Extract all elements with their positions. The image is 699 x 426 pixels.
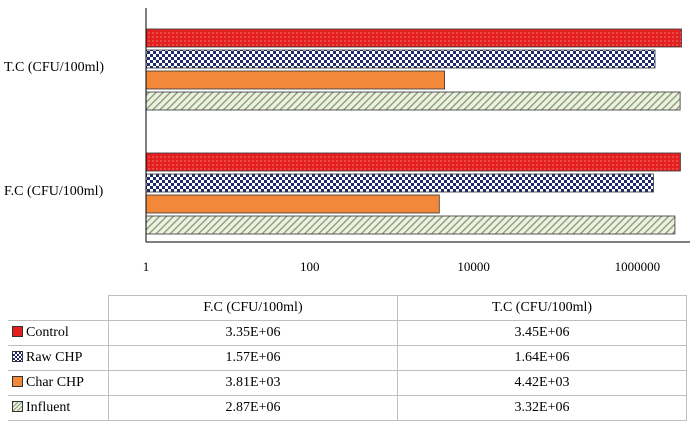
- legend-key-icon: [12, 401, 23, 412]
- legend-entry: Influent: [8, 395, 109, 421]
- data-table: F.C (CFU/100ml) T.C (CFU/100ml) Control 3…: [8, 295, 687, 421]
- legend-entry: Raw CHP: [8, 345, 109, 371]
- category-label-fc: F.C (CFU/100ml): [4, 183, 104, 199]
- category-label-tc: T.C (CFU/100ml): [4, 59, 105, 75]
- x-tick-label: 1000000: [614, 259, 661, 274]
- legend-label: Raw CHP: [26, 350, 83, 365]
- legend-key-icon: [12, 351, 23, 362]
- bar-chart: [145, 8, 690, 243]
- bar-influent-tc: [145, 91, 681, 111]
- legend-label: Control: [26, 325, 69, 340]
- data-table-row: Char CHP 3.81E+03 4.42E+03: [8, 370, 687, 396]
- legend-label: Char CHP: [26, 375, 84, 390]
- data-table-cell: 3.35E+06: [108, 320, 398, 346]
- data-table-cell: 3.81E+03: [108, 370, 398, 396]
- data-table-header-tc: T.C (CFU/100ml): [397, 295, 687, 321]
- data-table-corner: [8, 295, 109, 321]
- bar-char-chp-tc: [145, 70, 445, 90]
- data-table-cell: 3.45E+06: [397, 320, 687, 346]
- legend-entry: Control: [8, 320, 109, 346]
- data-table-cell: 3.32E+06: [397, 395, 687, 421]
- bar-influent-fc: [145, 215, 676, 235]
- data-table-cell: 2.87E+06: [108, 395, 398, 421]
- bar-char-chp-fc: [145, 194, 440, 214]
- x-tick-label: 10000: [457, 259, 490, 274]
- legend-key-icon: [12, 326, 23, 337]
- x-tick-label: 100: [300, 259, 320, 274]
- legend-key-icon: [12, 376, 23, 387]
- data-table-row: Control 3.35E+06 3.45E+06: [8, 320, 687, 346]
- bar-raw-chp-fc: [145, 173, 654, 193]
- x-tick-label: 1: [142, 259, 150, 274]
- data-table-header-row: F.C (CFU/100ml) T.C (CFU/100ml): [8, 295, 687, 321]
- bar-control-tc: [145, 28, 682, 48]
- data-table-header-fc: F.C (CFU/100ml): [108, 295, 398, 321]
- legend-entry: Char CHP: [8, 370, 109, 396]
- legend-label: Influent: [26, 400, 71, 415]
- bar-control-fc: [145, 152, 681, 172]
- data-table-cell: 1.64E+06: [397, 345, 687, 371]
- data-table-cell: 4.42E+03: [397, 370, 687, 396]
- data-table-row: Raw CHP 1.57E+06 1.64E+06: [8, 345, 687, 371]
- data-table-cell: 1.57E+06: [108, 345, 398, 371]
- data-table-row: Influent 2.87E+06 3.32E+06: [8, 395, 687, 421]
- bar-raw-chp-tc: [145, 49, 656, 69]
